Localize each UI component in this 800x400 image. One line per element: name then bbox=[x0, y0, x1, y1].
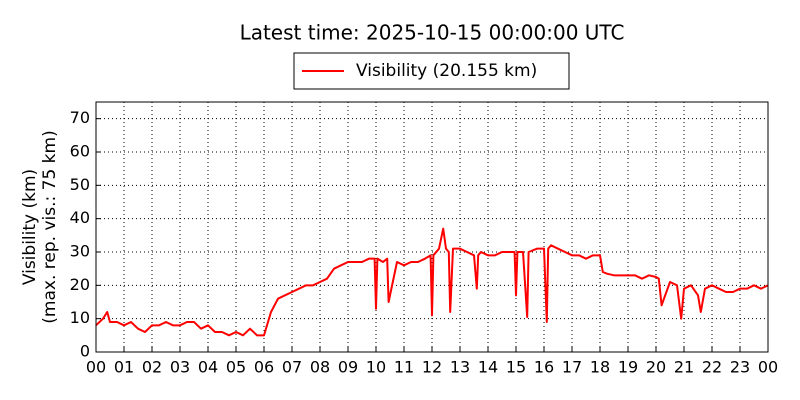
x-tick-label: 02 bbox=[142, 358, 162, 377]
plot-frame bbox=[95, 101, 769, 353]
data-line bbox=[95, 227, 769, 337]
x-tick-label: 19 bbox=[618, 358, 638, 377]
x-tick-label: 04 bbox=[198, 358, 218, 377]
x-tick-label: 17 bbox=[562, 358, 582, 377]
x-tick-label: 08 bbox=[310, 358, 330, 377]
x-tick-label: 06 bbox=[254, 358, 274, 377]
y-axis-label: (max. rep. vis.: 75 km) bbox=[40, 130, 60, 323]
x-tick-label: 01 bbox=[114, 358, 134, 377]
chart-title: Latest time: 2025-10-15 00:00:00 UTC bbox=[240, 21, 625, 45]
y-tick-label: 70 bbox=[70, 108, 90, 127]
x-tick-label: 11 bbox=[394, 358, 414, 377]
y-axis-label: Visibility (km) bbox=[20, 169, 40, 285]
y-tick-label: 30 bbox=[70, 242, 90, 261]
x-tick-label: 13 bbox=[450, 358, 470, 377]
y-tick-label: 60 bbox=[70, 142, 90, 161]
x-tick-label: 22 bbox=[702, 358, 722, 377]
x-tick-label: 12 bbox=[422, 358, 442, 377]
x-tick-label: 00 bbox=[758, 358, 778, 377]
x-tick-label: 03 bbox=[170, 358, 190, 377]
x-tick-label: 15 bbox=[506, 358, 526, 377]
x-tick-label: 07 bbox=[282, 358, 302, 377]
x-tick-label: 18 bbox=[590, 358, 610, 377]
y-tick-label: 10 bbox=[70, 308, 90, 327]
y-tick-label: 0 bbox=[80, 342, 90, 361]
x-tick-label: 21 bbox=[674, 358, 694, 377]
x-tick-label: 10 bbox=[366, 358, 386, 377]
legend-label: Visibility (20.155 km) bbox=[356, 61, 537, 81]
x-tick-label: 16 bbox=[534, 358, 554, 377]
x-tick-label: 00 bbox=[86, 358, 106, 377]
y-tick-label: 50 bbox=[70, 175, 90, 194]
y-tick-label: 40 bbox=[70, 208, 90, 227]
x-tick-label: 09 bbox=[338, 358, 358, 377]
y-tick-label: 20 bbox=[70, 275, 90, 294]
x-tick-label: 23 bbox=[730, 358, 750, 377]
x-tick-label: 05 bbox=[226, 358, 246, 377]
x-tick-label: 20 bbox=[646, 358, 666, 377]
x-tick-label: 14 bbox=[478, 358, 498, 377]
